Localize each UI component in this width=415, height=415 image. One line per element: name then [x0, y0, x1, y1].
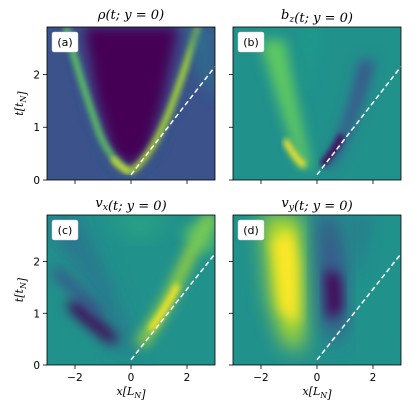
- y-tick-label-a: 1: [33, 122, 40, 134]
- x-axis-label-d: x[LN]: [302, 385, 332, 401]
- x-tick-label-d: 0: [314, 372, 321, 384]
- x-tick-label-c: 2: [184, 372, 191, 384]
- y-tick-label-c: 2: [33, 257, 40, 269]
- panel-label-box-c: [51, 219, 79, 241]
- reference-line-b: [316, 66, 402, 176]
- panel-label-d: (d): [243, 224, 259, 237]
- panel-label-box-d: [237, 219, 265, 241]
- y-axis-label-c: t[tN]: [13, 277, 29, 302]
- y-tick-label-c: 0: [33, 360, 40, 372]
- reference-line-d: [316, 253, 402, 361]
- y-tick-label-a: 0: [33, 175, 40, 187]
- y-axis-label-a: t[tN]: [13, 91, 29, 116]
- panel-title-c: vx(t; y = 0): [95, 196, 166, 214]
- x-tick-label-d: −2: [253, 372, 268, 384]
- panel-label-box-b: [237, 31, 265, 53]
- y-tick-label-a: 2: [33, 69, 40, 81]
- y-tick-label-c: 1: [33, 308, 40, 320]
- panel-title-a: ρ(t; y = 0): [97, 8, 164, 23]
- x-tick-label-d: 2: [370, 372, 377, 384]
- panel-title-b: bz(t; y = 0): [281, 8, 353, 26]
- reference-line-a: [130, 66, 216, 176]
- reference-line-c: [130, 253, 216, 361]
- heatmap-rho: [47, 27, 215, 180]
- x-tick-label-c: 0: [128, 372, 135, 384]
- x-tick-label-c: −2: [67, 372, 82, 384]
- panel-label-b: (b): [243, 36, 259, 49]
- x-axis-label-c: x[LN]: [116, 385, 146, 401]
- panel-label-box-a: [51, 31, 79, 53]
- panel-title-d: vy(t; y = 0): [281, 196, 352, 214]
- panel-label-c: (c): [58, 224, 73, 237]
- panel-a: [47, 27, 215, 180]
- panel-label-a: (a): [57, 36, 72, 49]
